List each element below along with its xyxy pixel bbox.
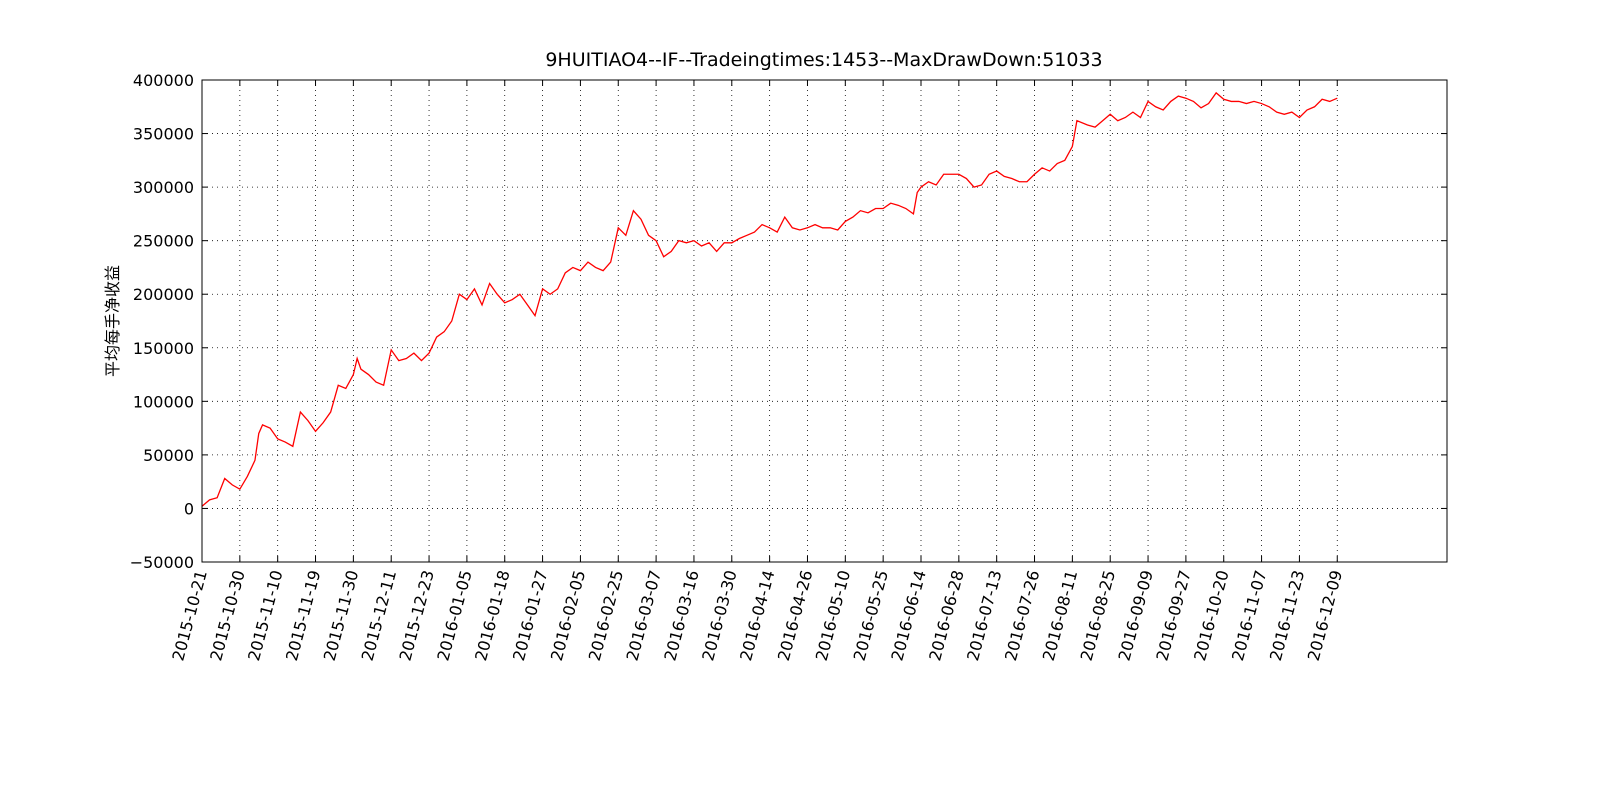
data-line <box>201 91 1338 507</box>
y-axis-label: 平均每手净收益 <box>103 265 122 377</box>
chart-title: 9HUITIAO4--IF--Tradeingtimes:1453--MaxDr… <box>545 49 1102 71</box>
y-tick-label: 50000 <box>143 446 194 465</box>
y-tick-label: 200000 <box>133 285 194 304</box>
y-tick-label: 100000 <box>133 392 194 411</box>
y-tick-label: 150000 <box>133 339 194 358</box>
y-tick-label: 0 <box>184 499 194 518</box>
y-tick-label: 250000 <box>133 232 194 251</box>
plot-frame <box>201 79 1448 563</box>
y-tick-label: 400000 <box>133 71 194 90</box>
y-tick-label: 350000 <box>133 125 194 144</box>
y-tick-label: 300000 <box>133 178 194 197</box>
y-tick-label: −50000 <box>130 553 194 572</box>
